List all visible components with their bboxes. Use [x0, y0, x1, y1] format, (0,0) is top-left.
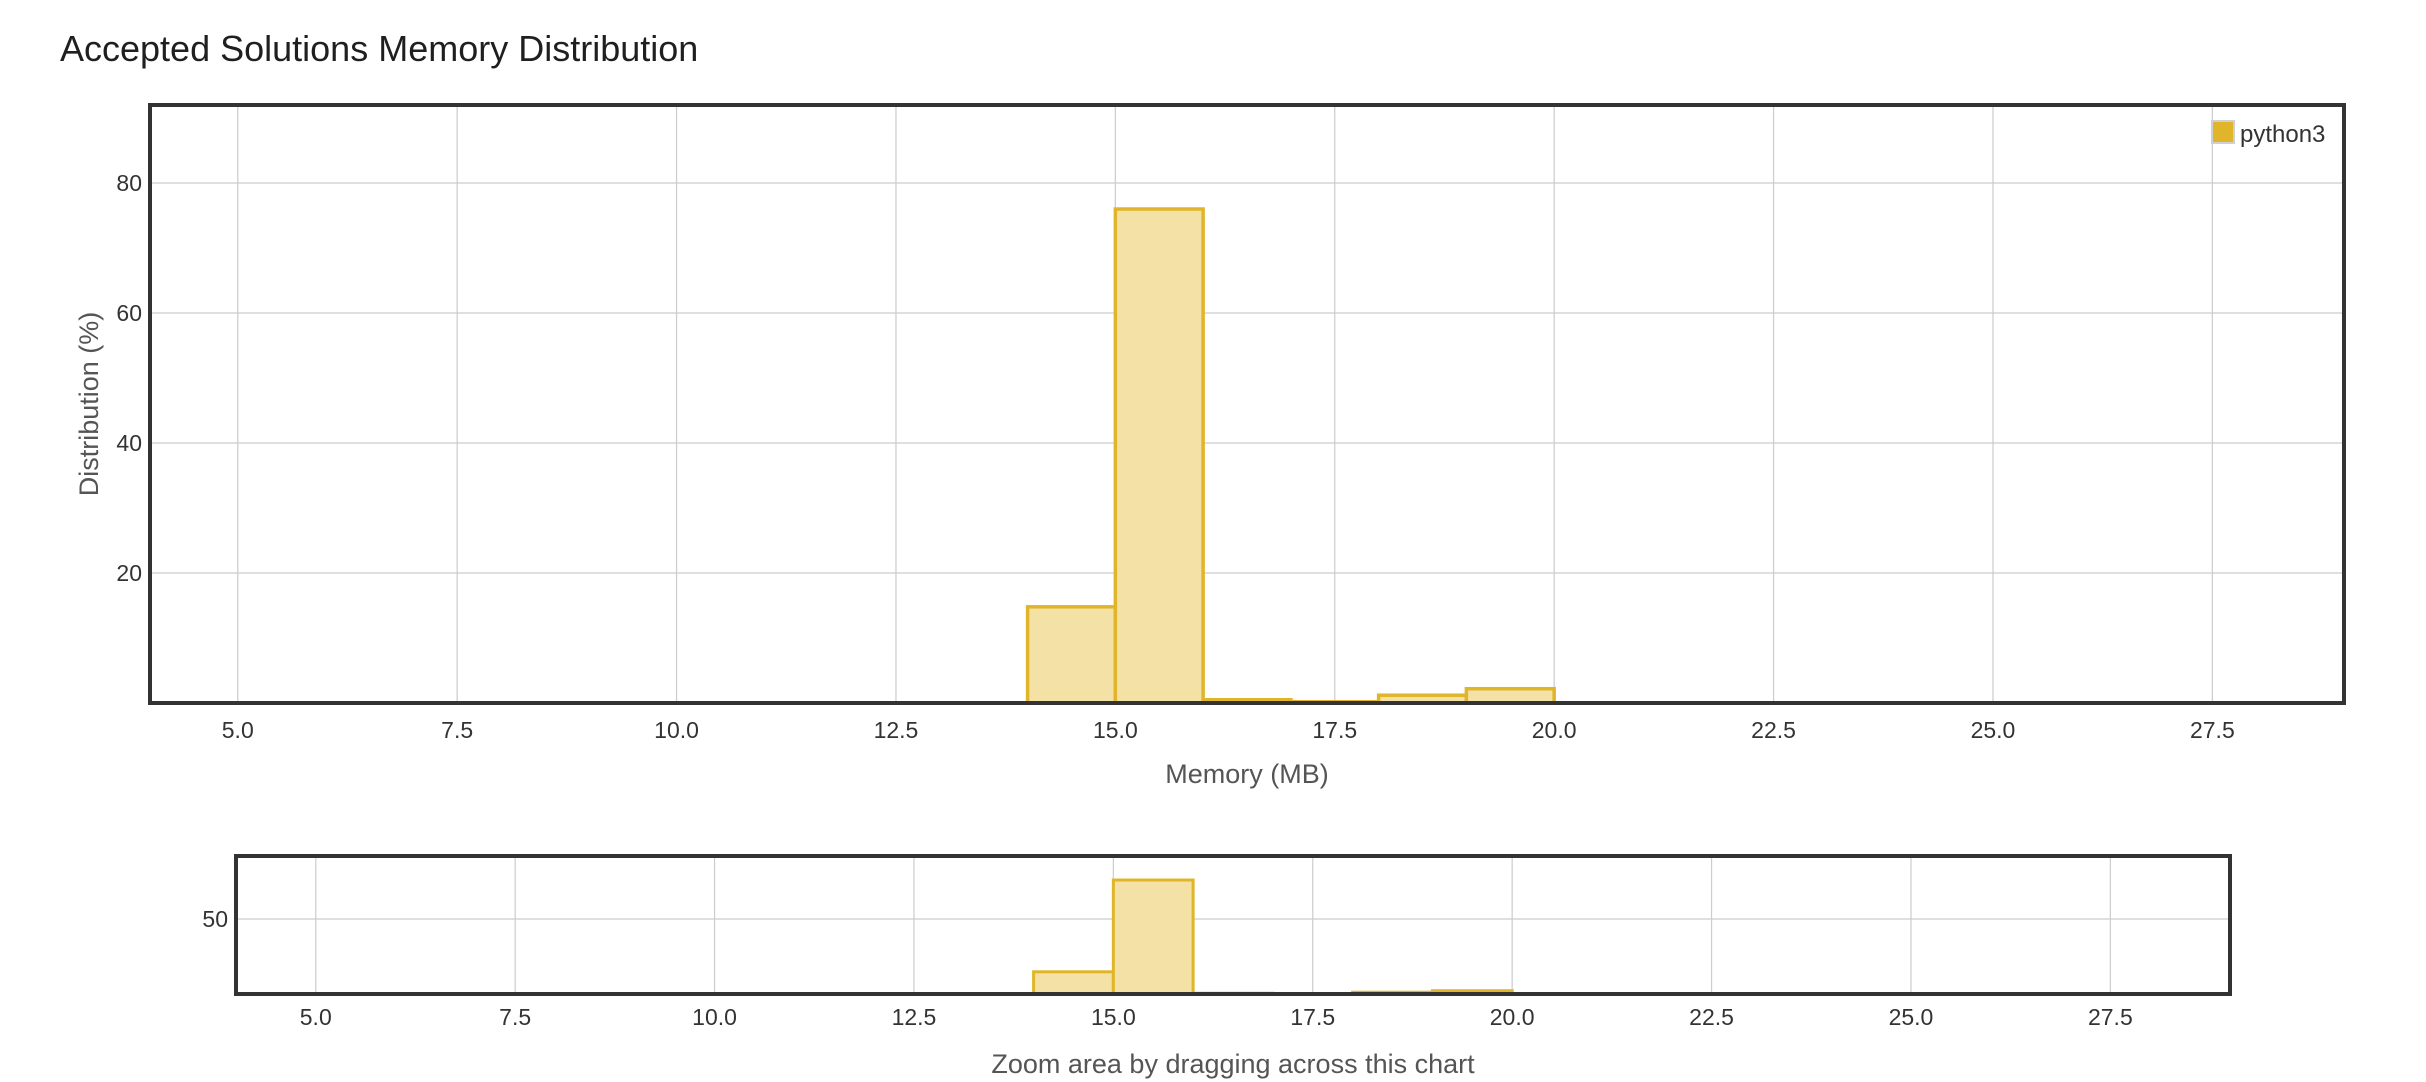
navigator-x-tick-labels: 5.0 7.5 10.0 12.5 15.0 17.5 20.0 22.5 25.0 27.5 — [300, 1004, 2133, 1030]
main-plot[interactable]: 5.0 7.5 10.0 12.5 15.0 17.5 20.0 22.5 25.0 27.5 2… — [74, 103, 2346, 789]
y-tick-label: 60 — [116, 300, 142, 326]
navigator-y-tick-labels: 50 — [202, 906, 228, 932]
navigator-zoom-hint: Zoom area by dragging across this chart — [991, 1049, 1475, 1079]
x-tick-label: 17.5 — [1312, 717, 1357, 743]
y-tick-label: 50 — [202, 906, 228, 932]
x-tick-label: 27.5 — [2190, 717, 2235, 743]
x-tick-label: 10.0 — [692, 1004, 737, 1030]
navigator-frame[interactable] — [234, 854, 2232, 996]
histogram-bar[interactable] — [1032, 970, 1115, 996]
main-y-tick-labels: 20 40 60 80 — [116, 170, 142, 586]
x-tick-label: 7.5 — [441, 717, 473, 743]
x-tick-label: 27.5 — [2088, 1004, 2133, 1030]
main-plot-frame — [148, 103, 2346, 705]
x-tick-label: 7.5 — [499, 1004, 531, 1030]
x-axis-label: Memory (MB) — [1165, 759, 1329, 789]
main-x-tick-labels: 5.0 7.5 10.0 12.5 15.0 17.5 20.0 22.5 25.0 27.5 — [222, 717, 2235, 743]
x-tick-label: 5.0 — [300, 1004, 332, 1030]
navigator-plot[interactable]: 5.0 7.5 10.0 12.5 15.0 17.5 20.0 22.5 25.0 27.5 5… — [202, 854, 2232, 1079]
legend[interactable]: python3 — [2211, 120, 2325, 148]
y-axis-label: Distribution (%) — [74, 312, 104, 497]
x-tick-label: 5.0 — [222, 717, 254, 743]
x-tick-label: 15.0 — [1091, 1004, 1136, 1030]
main-grid — [150, 105, 2344, 703]
x-tick-label: 20.0 — [1532, 717, 1577, 743]
x-tick-label: 22.5 — [1689, 1004, 1734, 1030]
legend-swatch-python3[interactable] — [2211, 120, 2235, 144]
x-tick-label: 17.5 — [1290, 1004, 1335, 1030]
x-tick-label: 12.5 — [874, 717, 919, 743]
navigator-bars — [1032, 878, 1514, 996]
histogram-bar[interactable] — [1111, 878, 1195, 996]
legend-label-python3[interactable]: python3 — [2240, 121, 2325, 148]
histogram-bar[interactable] — [1113, 207, 1205, 705]
y-tick-label: 40 — [116, 430, 142, 456]
y-tick-label: 80 — [116, 170, 142, 196]
x-tick-label: 10.0 — [654, 717, 699, 743]
x-tick-label: 25.0 — [1889, 1004, 1934, 1030]
histogram-bar[interactable] — [1025, 605, 1118, 705]
navigator-grid — [236, 856, 2230, 994]
x-tick-label: 25.0 — [1971, 717, 2016, 743]
x-tick-label: 12.5 — [892, 1004, 937, 1030]
y-tick-label: 20 — [116, 560, 142, 586]
x-tick-label: 22.5 — [1751, 717, 1796, 743]
chart-title: Accepted Solutions Memory Distribution — [60, 28, 699, 69]
x-tick-label: 15.0 — [1093, 717, 1138, 743]
x-tick-label: 20.0 — [1490, 1004, 1535, 1030]
histogram-bar[interactable] — [1464, 686, 1556, 705]
main-bars — [1025, 207, 1556, 705]
